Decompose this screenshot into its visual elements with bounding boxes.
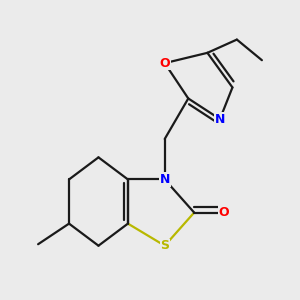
Text: O: O <box>218 206 229 219</box>
Text: S: S <box>160 239 169 252</box>
Text: N: N <box>215 112 225 126</box>
Text: O: O <box>159 57 170 70</box>
Text: N: N <box>160 173 170 186</box>
